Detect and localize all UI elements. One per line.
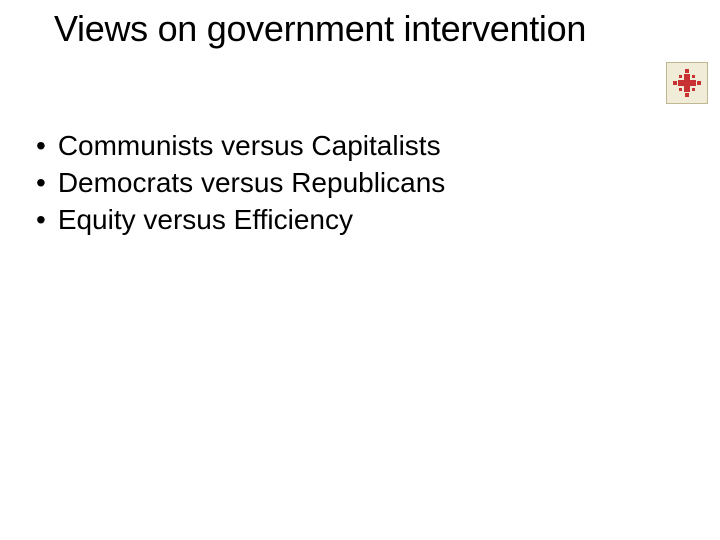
- bullet-marker: •: [36, 128, 46, 163]
- bullet-text: Equity versus Efficiency: [58, 202, 353, 237]
- slide-container: Views on government intervention • Commu…: [0, 0, 720, 540]
- bullet-list: • Communists versus Capitalists • Democr…: [36, 128, 445, 239]
- list-item: • Equity versus Efficiency: [36, 202, 445, 237]
- list-item: • Democrats versus Republicans: [36, 165, 445, 200]
- bullet-marker: •: [36, 165, 46, 200]
- bullet-marker: •: [36, 202, 46, 237]
- cross-ornament-icon: [666, 62, 708, 104]
- list-item: • Communists versus Capitalists: [36, 128, 445, 163]
- slide-title: Views on government intervention: [54, 8, 586, 50]
- bullet-text: Democrats versus Republicans: [58, 165, 446, 200]
- bullet-text: Communists versus Capitalists: [58, 128, 441, 163]
